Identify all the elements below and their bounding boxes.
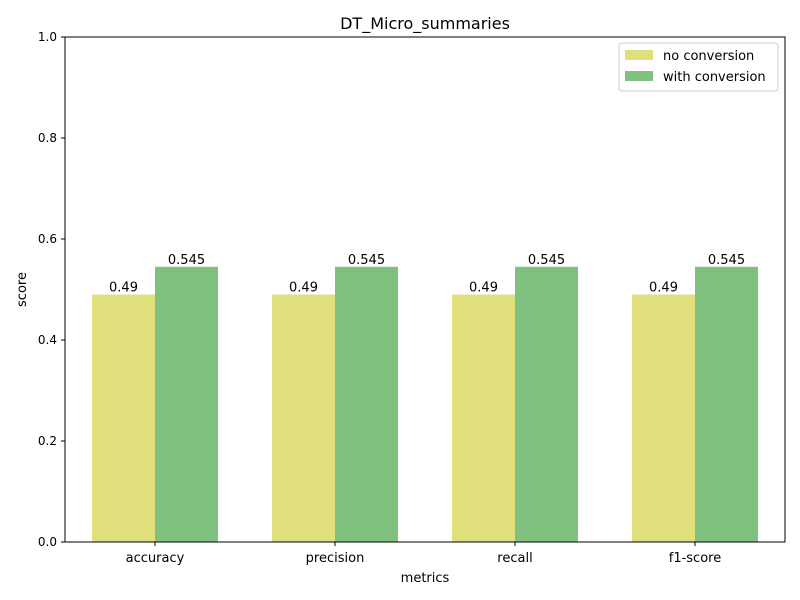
bar [92,294,155,542]
y-tick-label: 0.4 [38,333,57,347]
y-tick-label: 0.6 [38,232,57,246]
x-tick-label: f1-score [669,551,721,566]
bar [335,266,398,542]
x-tick-label: recall [497,551,532,566]
bar-value-label: 0.545 [348,253,385,268]
x-tick-label: accuracy [126,551,185,566]
bar [272,294,335,542]
bar-value-label: 0.545 [168,253,205,268]
legend-label: with conversion [663,70,766,85]
chart-title: DT_Micro_summaries [340,14,510,34]
y-axis: 0.0 0.2 0.4 0.6 0.8 1.0 [38,30,65,549]
x-tick-label: precision [306,551,365,566]
bar-value-label: 0.49 [109,281,138,296]
y-tick-label: 1.0 [38,30,57,44]
y-tick-label: 0.2 [38,434,57,448]
plot-frame [64,36,786,543]
bar [155,266,218,542]
legend-label: no conversion [663,49,754,64]
legend-swatch [625,50,653,60]
bars: 0.49 0.545 0.49 0.545 0.49 0.545 0.49 0.545 [92,253,758,542]
bar-value-label: 0.49 [649,281,678,296]
bar [515,266,578,542]
x-axis-label: metrics [401,571,450,586]
bar-value-label: 0.49 [469,281,498,296]
bar [452,294,515,542]
legend-box [618,42,779,92]
y-axis-label: score [15,272,30,307]
bar [632,294,695,542]
bar-value-label: 0.545 [528,253,565,268]
x-axis: accuracy precision recall f1-score [126,542,721,566]
legend: no conversion with conversion [618,42,779,92]
bar [695,266,758,542]
bar-value-label: 0.545 [708,253,745,268]
y-tick-label: 0.8 [38,131,57,145]
y-tick-label: 0.0 [38,535,57,549]
legend-swatch [625,71,653,81]
bar-value-label: 0.49 [289,281,318,296]
